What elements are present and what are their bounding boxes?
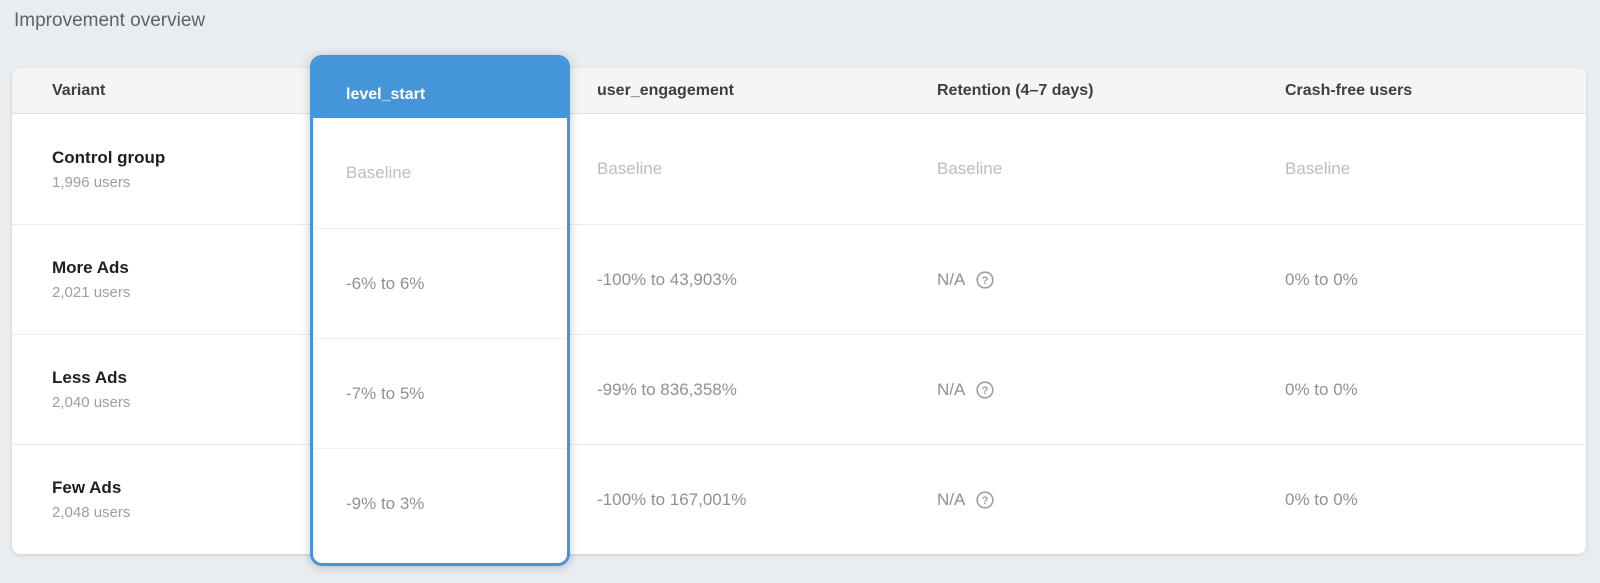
table-row: Control group 1,996 users Baseline Basel… [12,114,1586,224]
selected-metric-column[interactable]: level_start Baseline -6% to 6% -7% to 5%… [310,55,570,566]
user-engagement-value: -99% to 836,358% [597,379,737,399]
retention-na-label: N/A [937,269,966,289]
level-start-value: -9% to 3% [313,448,567,558]
page-title: Improvement overview [14,10,206,31]
table-header-row: Variant user_engagement Retention (4–7 d… [12,68,1586,114]
retention-value: N/A ? [910,270,1258,290]
crash-free-value: 0% to 0% [1285,489,1358,509]
retention-value: N/A ? [910,380,1258,400]
help-icon[interactable]: ? [975,270,995,290]
column-header-crash-free[interactable]: Crash-free users [1285,81,1413,99]
level-start-value: Baseline [346,163,412,182]
variant-user-count: 2,021 users [52,284,131,301]
improvement-overview-table: Variant user_engagement Retention (4–7 d… [12,55,1586,566]
retention-value: N/A ? [910,490,1258,510]
table-row: Less Ads 2,040 users -99% to 836,358% N/… [12,334,1586,444]
retention-value: Baseline [937,159,1003,178]
svg-text:?: ? [982,274,989,286]
column-header-variant: Variant [52,81,106,99]
variant-cell: Few Ads 2,048 users [12,478,310,521]
crash-free-value: Baseline [1285,159,1351,178]
variant-cell: More Ads 2,021 users [12,258,310,301]
column-header-retention[interactable]: Retention (4–7 days) [937,81,1094,99]
level-start-value: -6% to 6% [313,228,567,338]
retention-na-label: N/A [937,489,966,509]
svg-text:?: ? [982,384,989,396]
variant-name: More Ads [52,258,129,277]
variant-user-count: 2,048 users [52,504,131,521]
help-icon[interactable]: ? [975,380,995,400]
variant-name: Control group [52,147,166,167]
column-header-level-start[interactable]: level_start [313,58,567,118]
user-engagement-value: -100% to 43,903% [597,269,737,289]
variant-name: Few Ads [52,478,122,497]
crash-free-value: 0% to 0% [1285,379,1358,399]
user-engagement-value: -100% to 167,001% [597,489,747,509]
svg-text:?: ? [982,494,989,506]
variant-cell: Less Ads 2,040 users [12,368,310,411]
help-icon[interactable]: ? [975,490,995,510]
table-row: Few Ads 2,048 users -100% to 167,001% N/… [12,444,1586,554]
level-start-value: -7% to 5% [313,338,567,448]
user-engagement-value: Baseline [597,159,663,178]
retention-na-label: N/A [937,379,966,399]
variant-user-count: 2,040 users [52,394,131,411]
variant-name: Less Ads [52,368,127,387]
variant-cell: Control group 1,996 users [12,148,310,191]
table-row: More Ads 2,021 users -100% to 43,903% N/… [12,224,1586,334]
crash-free-value: 0% to 0% [1285,269,1358,289]
variant-user-count: 1,996 users [52,173,131,191]
column-header-user-engagement[interactable]: user_engagement [597,81,734,99]
